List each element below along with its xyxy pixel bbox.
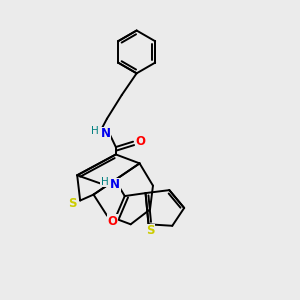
Text: O: O — [135, 135, 145, 148]
Text: H: H — [91, 126, 99, 136]
Text: S: S — [146, 224, 154, 237]
Text: S: S — [68, 197, 77, 210]
Text: O: O — [107, 215, 117, 228]
Text: N: N — [110, 178, 120, 191]
Text: H: H — [100, 177, 108, 187]
Text: N: N — [100, 127, 110, 140]
